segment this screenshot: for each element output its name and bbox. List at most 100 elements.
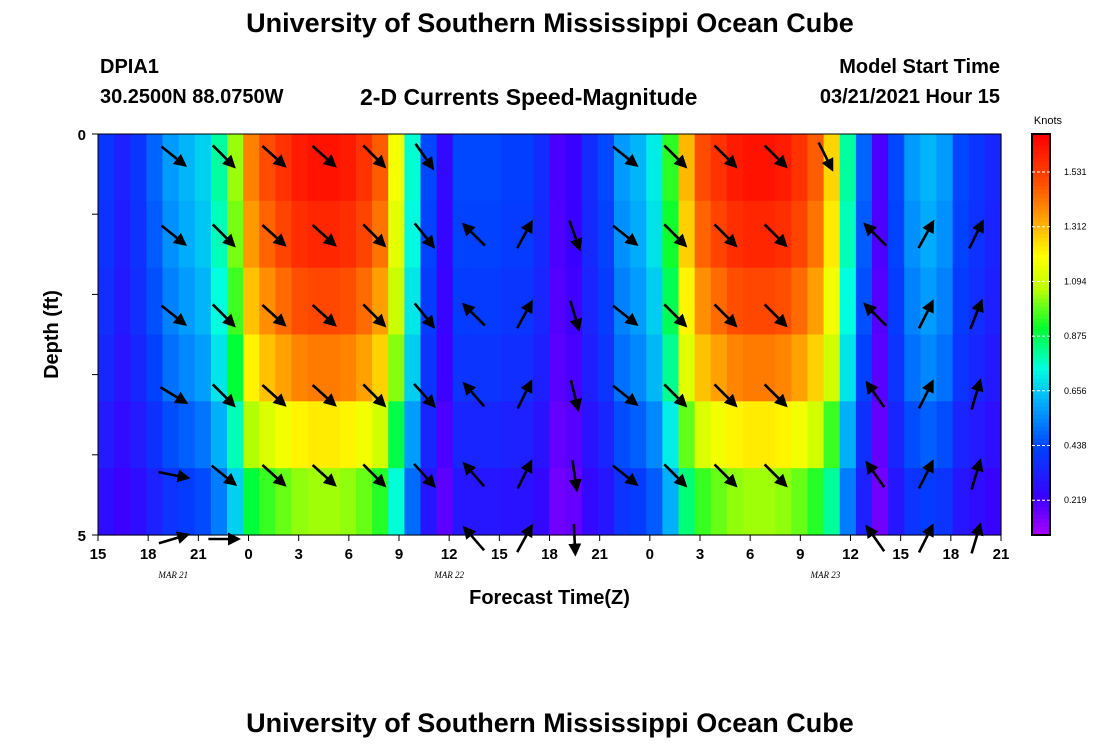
- x-tick-label: 3: [696, 546, 704, 563]
- heatmap-cell: [726, 134, 744, 202]
- colorbar-segment: [1032, 214, 1050, 219]
- heatmap-cell: [468, 401, 486, 469]
- heatmap-cell: [533, 134, 551, 202]
- colorbar-segment: [1032, 158, 1050, 163]
- colorbar-segment: [1032, 306, 1050, 311]
- heatmap-cell: [888, 334, 905, 402]
- current-vector: [713, 383, 738, 408]
- heatmap-cell: [678, 267, 696, 336]
- heatmap-cell: [291, 267, 309, 336]
- current-vector: [158, 531, 191, 545]
- heatmap-cell: [743, 401, 760, 469]
- heatmap-cell: [162, 267, 180, 336]
- heatmap-cell: [227, 334, 244, 402]
- current-vector: [516, 379, 533, 409]
- heatmap-cell: [710, 134, 728, 202]
- heatmap-cell: [452, 267, 470, 336]
- colorbar-segment: [1032, 338, 1050, 344]
- heatmap-cell: [614, 401, 631, 469]
- heatmap-cell: [581, 200, 599, 269]
- heatmap-cell: [872, 267, 889, 336]
- current-vector: [612, 145, 639, 168]
- heatmap-cell: [114, 334, 131, 402]
- colorbar-segment: [1032, 438, 1050, 444]
- heatmap-cell: [904, 134, 921, 202]
- heatmap-cell: [710, 200, 728, 269]
- heatmap-cell: [533, 200, 551, 269]
- current-vector: [713, 223, 738, 248]
- current-vector: [612, 224, 639, 247]
- heatmap-cell: [904, 401, 921, 469]
- current-vector: [917, 299, 934, 329]
- colorbar-segment: [1032, 326, 1050, 331]
- colorbar-segment: [1032, 134, 1050, 139]
- x-tick-label: 6: [345, 546, 353, 563]
- heatmap-cell: [888, 401, 905, 469]
- x-tick-label: 21: [190, 546, 207, 563]
- heatmap-cell: [920, 134, 938, 202]
- colorbar-segment: [1032, 334, 1050, 340]
- heatmap-cell: [823, 200, 841, 269]
- x-tick-label: 3: [294, 546, 302, 563]
- heatmap-cell: [581, 134, 599, 202]
- heatmap-cell: [775, 200, 792, 269]
- x-tick-label: 21: [993, 546, 1010, 563]
- heatmap-cell: [388, 468, 405, 536]
- heatmap-cell: [630, 401, 647, 469]
- date-label: MAR 21: [157, 570, 188, 580]
- heatmap-cell: [194, 134, 212, 202]
- heatmap-cell: [533, 401, 551, 469]
- heatmap-cell: [807, 468, 825, 536]
- heatmap-cell: [597, 267, 615, 336]
- heatmap-cell: [98, 134, 115, 202]
- x-tick-label: 18: [942, 546, 959, 563]
- heatmap-cell: [210, 468, 228, 536]
- heatmap-cell: [517, 468, 534, 536]
- heatmap-cell: [630, 134, 647, 202]
- colorbar-segment: [1032, 458, 1050, 464]
- current-vector: [713, 303, 738, 328]
- heatmap-cell: [581, 401, 599, 469]
- heatmap-cell: [597, 134, 615, 202]
- heatmap-cell: [146, 134, 164, 202]
- current-vector: [763, 463, 788, 488]
- current-vector: [968, 219, 984, 249]
- x-tick-label: 12: [842, 546, 859, 563]
- heatmap-cell: [678, 200, 696, 269]
- colorbar-segment: [1032, 378, 1050, 384]
- heatmap-cell: [307, 401, 325, 469]
- heatmap-cell: [968, 401, 986, 469]
- heatmap-cell: [952, 200, 970, 269]
- heatmap-cell: [823, 468, 841, 536]
- colorbar-segment: [1032, 210, 1050, 215]
- heatmap-cell: [646, 200, 663, 269]
- current-vector: [261, 145, 287, 168]
- colorbar-segment: [1032, 530, 1050, 536]
- current-vector: [462, 381, 486, 408]
- x-tick-label: 15: [491, 546, 508, 563]
- heatmap-cell: [388, 401, 405, 469]
- current-vectors: [158, 142, 984, 557]
- colorbar-segment: [1032, 266, 1050, 271]
- heatmap-cell: [630, 267, 647, 336]
- heatmap-cell: [114, 267, 131, 336]
- current-vector: [159, 386, 189, 405]
- colorbar-segment: [1032, 322, 1050, 327]
- current-vector: [569, 300, 583, 332]
- colorbar-segment: [1032, 414, 1050, 420]
- current-vector: [461, 222, 486, 247]
- heatmap-cell: [888, 200, 905, 269]
- heatmap-cell: [210, 267, 228, 336]
- y-tick-label: 5: [78, 528, 86, 545]
- current-vector: [311, 384, 337, 407]
- heatmap-cell: [194, 334, 212, 402]
- heatmap-cell: [549, 468, 567, 536]
- heatmap-cell: [533, 267, 551, 336]
- heatmap-cell: [452, 468, 470, 536]
- colorbar-segment: [1032, 270, 1050, 275]
- heatmap-cell: [275, 134, 293, 202]
- heatmap-cell: [98, 200, 115, 269]
- current-vector: [763, 303, 788, 328]
- colorbar-frame: [1031, 133, 1051, 536]
